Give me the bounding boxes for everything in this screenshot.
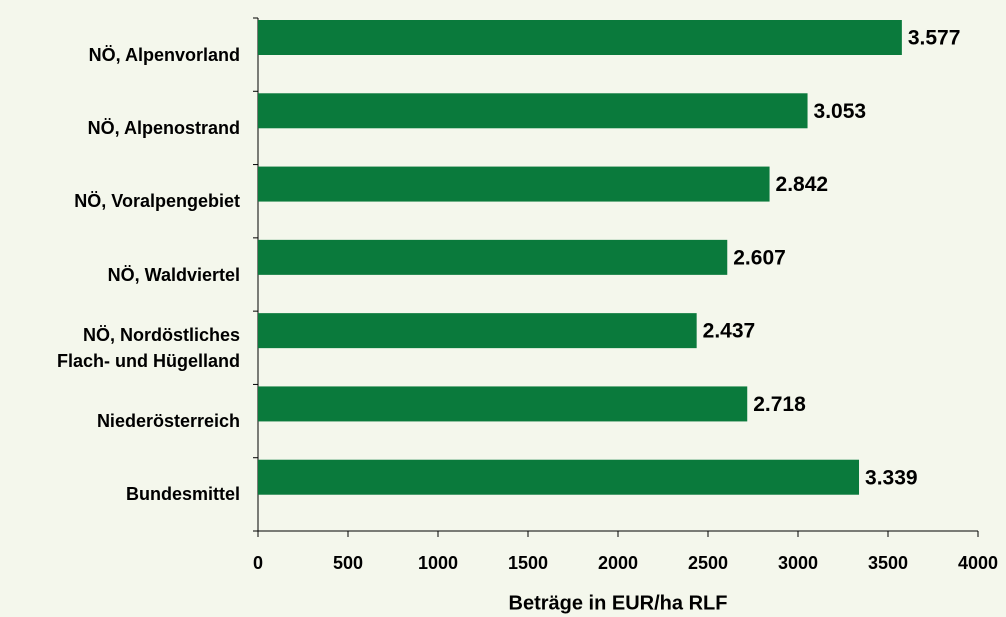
bar xyxy=(258,166,770,202)
y-tick-label: NÖ, Alpenostrand xyxy=(87,117,240,138)
y-tick-label: NÖ, Nordöstliches Flach- und Hügelland xyxy=(57,324,240,371)
value-label: 3.577 xyxy=(908,27,961,50)
x-tick-label: 0 xyxy=(253,553,263,573)
y-tick-label: NÖ, Waldviertel xyxy=(107,264,240,285)
x-tick-label: 1500 xyxy=(508,553,548,573)
x-tick-label: 1000 xyxy=(418,553,458,573)
value-label: 3.339 xyxy=(865,466,918,489)
x-tick-label: 3500 xyxy=(868,553,908,573)
x-tick-label: 2000 xyxy=(598,553,638,573)
x-tick-label: 3000 xyxy=(778,553,818,573)
x-tick-label: 2500 xyxy=(688,553,728,573)
y-tick-label: Niederösterreich xyxy=(96,411,240,432)
bar xyxy=(258,459,860,495)
y-tick-label: NÖ, Voralpengebiet xyxy=(74,191,240,212)
x-axis-label: Beträge in EUR/ha RLF xyxy=(509,592,728,614)
bar xyxy=(258,20,902,55)
value-label: 2.842 xyxy=(776,173,829,196)
bar xyxy=(258,386,748,422)
value-label: 3.053 xyxy=(814,100,867,123)
x-tick-label: 500 xyxy=(333,553,363,573)
x-tick-label: 4000 xyxy=(958,553,998,573)
value-label: 2.718 xyxy=(753,393,806,416)
value-label: 2.437 xyxy=(703,320,756,343)
value-label: 2.607 xyxy=(733,246,786,269)
bar xyxy=(258,313,697,349)
y-tick-label: Bundesmittel xyxy=(125,484,240,505)
y-tick-label: NÖ, Alpenvorland xyxy=(88,44,240,65)
bar xyxy=(258,93,808,129)
bar xyxy=(258,239,728,275)
